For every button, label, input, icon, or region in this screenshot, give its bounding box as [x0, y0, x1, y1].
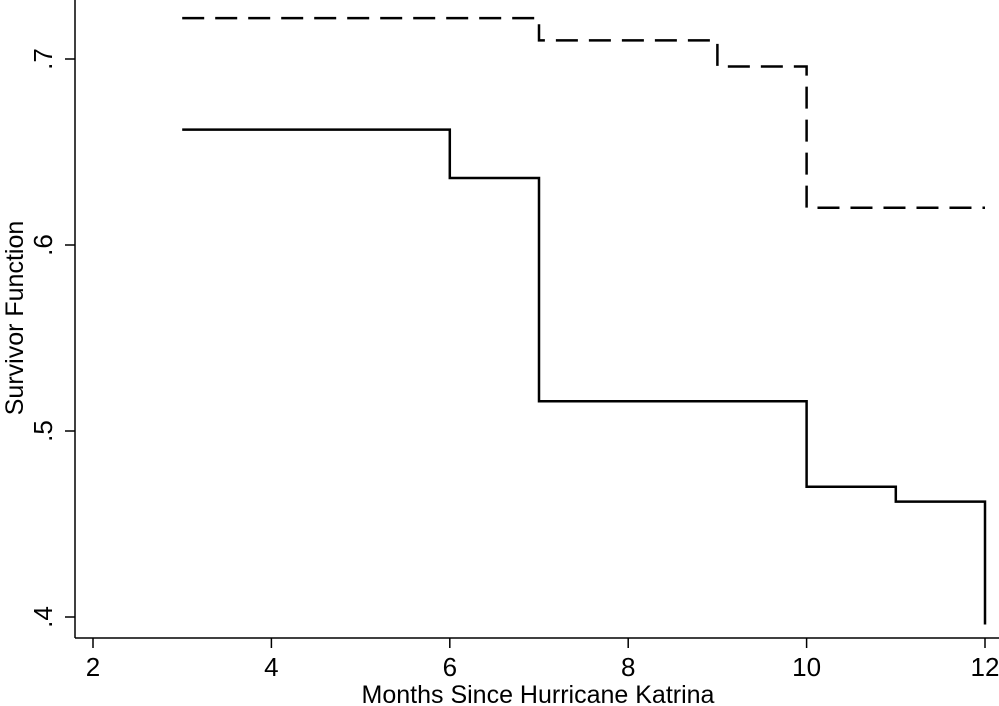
- y-tick-label: .5: [28, 420, 58, 442]
- y-tick-label: .4: [28, 606, 58, 628]
- x-tick-label: 2: [86, 652, 100, 682]
- x-tick-label: 6: [443, 652, 457, 682]
- dashed-survival-line: [182, 16, 985, 210]
- x-tick-label: 8: [621, 652, 635, 682]
- x-tick-label: 4: [264, 652, 278, 682]
- x-axis-title: Months Since Hurricane Katrina: [362, 681, 715, 706]
- y-tick-label: .6: [28, 234, 58, 256]
- y-ticks: .4 .5 .6 .7: [28, 48, 75, 628]
- y-axis-title: Survivor Function: [1, 221, 29, 416]
- x-tick-label: 12: [971, 652, 999, 682]
- solid-survival-line: [182, 128, 987, 625]
- x-ticks: 2 4 6 8 10 12: [86, 638, 999, 682]
- series-group: [182, 16, 987, 625]
- x-tick-label: 10: [792, 652, 821, 682]
- y-tick-label: .7: [28, 48, 58, 70]
- axes: [74, 0, 999, 639]
